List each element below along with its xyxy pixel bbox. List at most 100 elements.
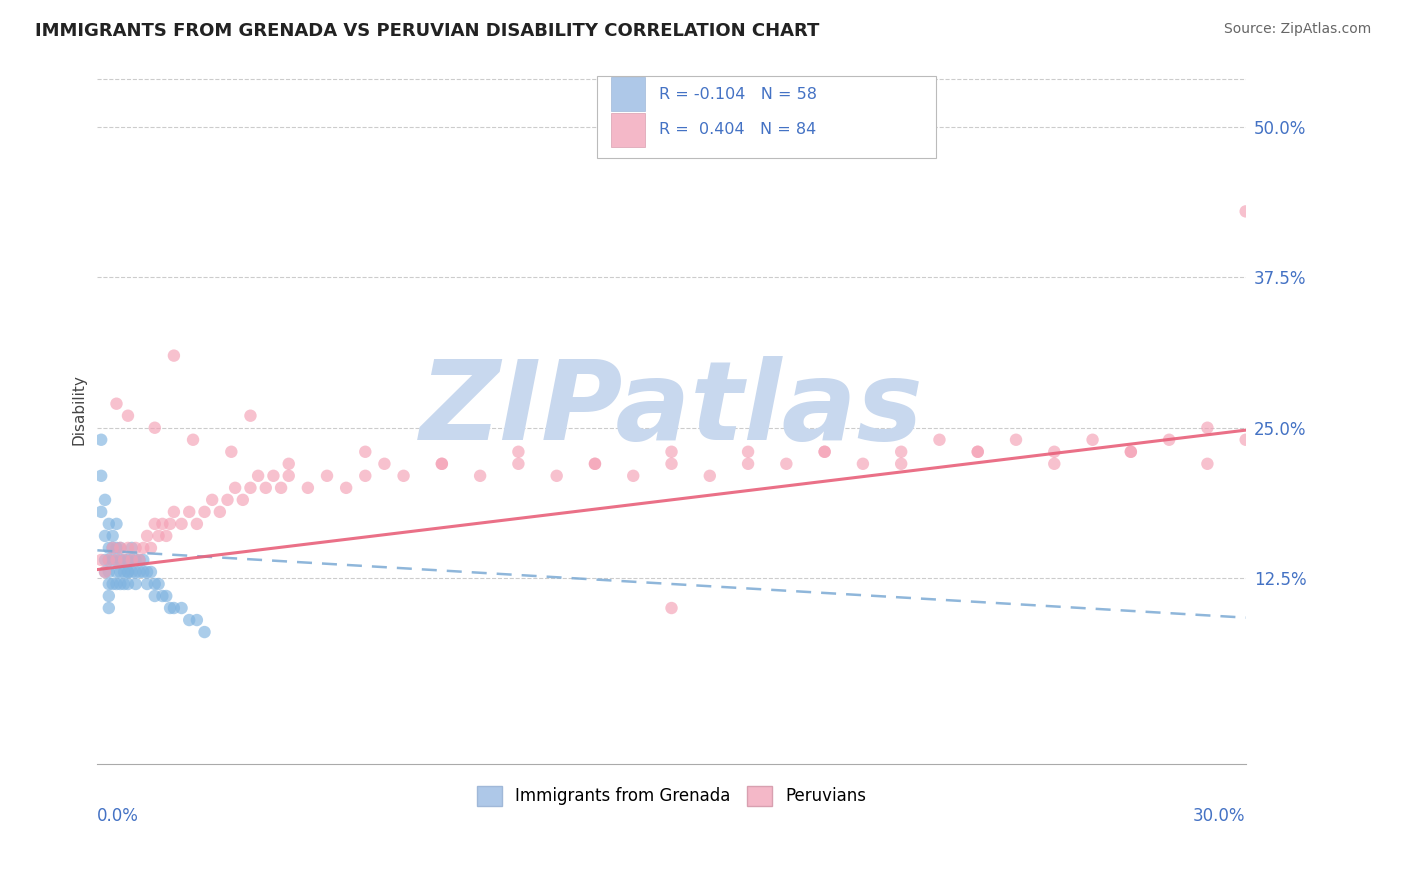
Point bbox=[101, 529, 124, 543]
Point bbox=[117, 553, 139, 567]
Point bbox=[143, 516, 166, 531]
Point bbox=[354, 468, 377, 483]
Point bbox=[262, 468, 284, 483]
Point bbox=[1081, 433, 1104, 447]
Point bbox=[97, 589, 120, 603]
Point bbox=[335, 481, 357, 495]
Point bbox=[468, 468, 491, 483]
Point bbox=[201, 492, 224, 507]
Point bbox=[90, 468, 112, 483]
Point bbox=[124, 565, 146, 579]
Point bbox=[105, 553, 128, 567]
Point bbox=[163, 505, 186, 519]
Point bbox=[121, 541, 143, 555]
Point bbox=[814, 444, 837, 458]
Point bbox=[737, 457, 759, 471]
FancyBboxPatch shape bbox=[598, 77, 935, 158]
Text: R = -0.104   N = 58: R = -0.104 N = 58 bbox=[659, 87, 817, 102]
Text: Source: ZipAtlas.com: Source: ZipAtlas.com bbox=[1223, 22, 1371, 37]
Point bbox=[97, 541, 120, 555]
Point bbox=[105, 577, 128, 591]
Point bbox=[163, 601, 186, 615]
Point bbox=[139, 541, 162, 555]
Text: R =  0.404   N = 84: R = 0.404 N = 84 bbox=[659, 122, 815, 137]
Point bbox=[186, 613, 208, 627]
Point bbox=[1043, 444, 1066, 458]
Point bbox=[117, 409, 139, 423]
Point bbox=[117, 541, 139, 555]
Point bbox=[105, 516, 128, 531]
Point bbox=[97, 565, 120, 579]
Point bbox=[112, 553, 135, 567]
Point bbox=[1005, 433, 1028, 447]
Point bbox=[97, 553, 120, 567]
Point bbox=[94, 529, 117, 543]
Point bbox=[1234, 433, 1257, 447]
Point bbox=[179, 505, 201, 519]
Point bbox=[155, 589, 177, 603]
Point bbox=[186, 516, 208, 531]
Point bbox=[239, 409, 262, 423]
Point bbox=[508, 457, 530, 471]
Point bbox=[155, 529, 177, 543]
Point bbox=[621, 468, 644, 483]
Point bbox=[94, 553, 117, 567]
Point bbox=[277, 457, 299, 471]
Point bbox=[179, 613, 201, 627]
Point bbox=[148, 577, 170, 591]
Point bbox=[775, 457, 797, 471]
Point bbox=[583, 457, 606, 471]
Point bbox=[148, 529, 170, 543]
Point bbox=[170, 516, 193, 531]
Point bbox=[128, 553, 150, 567]
Point bbox=[430, 457, 453, 471]
Y-axis label: Disability: Disability bbox=[72, 375, 86, 445]
Point bbox=[110, 541, 132, 555]
Point bbox=[101, 541, 124, 555]
Point bbox=[143, 589, 166, 603]
Point bbox=[124, 541, 146, 555]
Point bbox=[101, 541, 124, 555]
Point bbox=[112, 553, 135, 567]
Point bbox=[1234, 204, 1257, 219]
Point bbox=[966, 444, 988, 458]
Point bbox=[217, 492, 239, 507]
Point bbox=[136, 565, 159, 579]
Point bbox=[101, 553, 124, 567]
Point bbox=[101, 577, 124, 591]
Point bbox=[105, 541, 128, 555]
Point bbox=[143, 421, 166, 435]
Point bbox=[110, 565, 132, 579]
Point bbox=[112, 577, 135, 591]
Point bbox=[239, 481, 262, 495]
Text: 30.0%: 30.0% bbox=[1194, 807, 1246, 825]
Point bbox=[224, 481, 246, 495]
Point bbox=[193, 505, 215, 519]
Point bbox=[159, 601, 181, 615]
Point bbox=[112, 565, 135, 579]
Point bbox=[170, 601, 193, 615]
Text: 0.0%: 0.0% bbox=[97, 807, 139, 825]
Point bbox=[121, 565, 143, 579]
Point bbox=[152, 516, 174, 531]
Point bbox=[121, 553, 143, 567]
Point bbox=[152, 589, 174, 603]
Point bbox=[247, 468, 270, 483]
Point bbox=[110, 541, 132, 555]
Text: IMMIGRANTS FROM GRENADA VS PERUVIAN DISABILITY CORRELATION CHART: IMMIGRANTS FROM GRENADA VS PERUVIAN DISA… bbox=[35, 22, 820, 40]
Point bbox=[94, 492, 117, 507]
Point bbox=[94, 565, 117, 579]
Point bbox=[966, 444, 988, 458]
Point bbox=[1197, 457, 1219, 471]
Text: ZIPatlas: ZIPatlas bbox=[419, 356, 924, 463]
Point bbox=[661, 457, 683, 471]
Point bbox=[232, 492, 254, 507]
Point bbox=[110, 577, 132, 591]
Point bbox=[297, 481, 319, 495]
Point bbox=[117, 565, 139, 579]
Point bbox=[699, 468, 721, 483]
Point bbox=[117, 565, 139, 579]
Point bbox=[163, 349, 186, 363]
Point bbox=[139, 565, 162, 579]
Point bbox=[928, 433, 950, 447]
